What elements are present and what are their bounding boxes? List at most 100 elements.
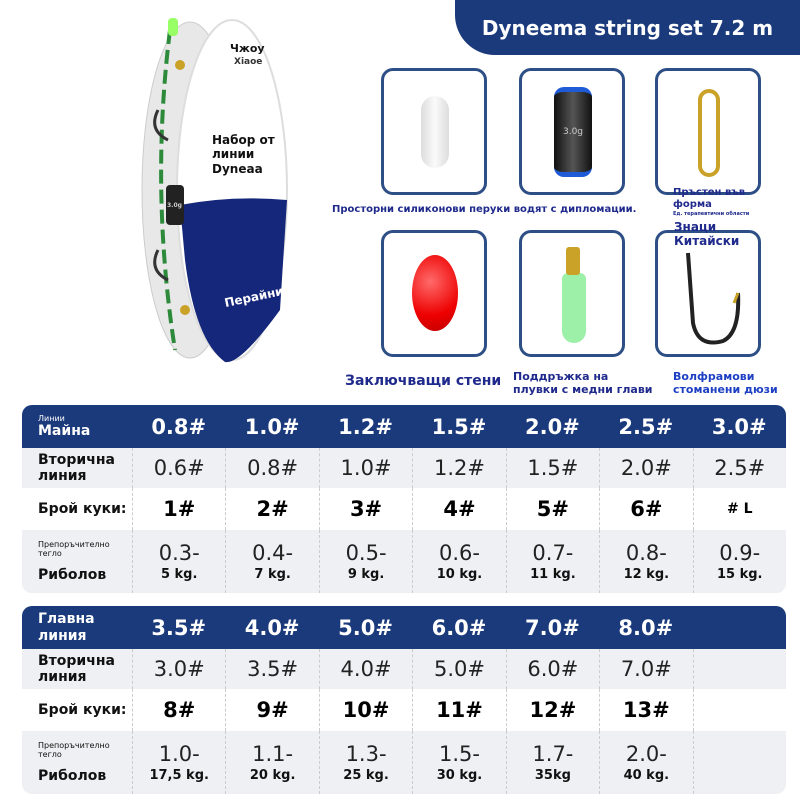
hook-count: 2# [225, 488, 318, 530]
secondary-line-label: Вторична линия [38, 652, 115, 685]
main-line-size: 4.0# [244, 615, 300, 640]
weight-row: Препоръчително тегло Риболов 0.3- 5 kg. 0.4-… [22, 530, 786, 593]
weight-high: 5 kg. [160, 567, 198, 582]
weight-high: 30 kg. [436, 768, 483, 783]
title-banner: Dyneema string set 7.2 m [455, 0, 800, 55]
float-holder-box [519, 230, 625, 357]
weight-range: 1.3- 25 kg. [318, 731, 412, 794]
hook-count [692, 689, 786, 731]
secondary-line-size: 2.5# [692, 448, 786, 488]
weight-high: 7 kg. [254, 567, 291, 582]
weight-high: 17,5 kg. [149, 768, 209, 783]
secondary-line-row: Вторична линия 0.6# 0.8# 1.0# 1.2# 1.5# 2.0# 2.… [22, 448, 786, 488]
header-row: Линии Майна 0.8# 1.0# 1.2# 1.5# 2.0# 2.5# 3.0# [22, 405, 786, 448]
secondary-line-size: 3.5# [225, 649, 318, 689]
hook-count-label: Брой куки: [38, 701, 127, 718]
secondary-line-size: 1.5# [505, 448, 599, 488]
weight-high: 25 kg. [343, 768, 389, 783]
weight-low: 2.0- [625, 742, 667, 766]
weight-low: 0.6- [438, 541, 480, 565]
secondary-line-size: 3.0# [132, 649, 225, 689]
hook-count: 4# [412, 488, 505, 530]
hook-count: # L [692, 488, 786, 530]
main-line-size: 8.0# [618, 615, 674, 640]
hook-count: 3# [318, 488, 412, 530]
weight-range: 1.1- 20 kg. [225, 731, 318, 794]
swivel-box [655, 68, 761, 195]
hook-box [655, 230, 761, 357]
weight-range: 0.5- 9 kg. [318, 530, 412, 593]
weight-label: Препоръчително тегло Риболов [22, 731, 132, 794]
weight-range: 2.0- 40 kg. [599, 731, 692, 794]
header-label: Главна линия [22, 606, 132, 649]
weight-label-main: Риболов [38, 767, 107, 784]
weight-low: 1.0- [158, 742, 200, 766]
caption-float-holder: Поддръжка на плувки с медни глави [513, 370, 653, 397]
hook-count: 8# [132, 689, 225, 731]
main-line-size: 7.0# [525, 615, 580, 640]
weight-high: 11 kg. [530, 567, 576, 582]
weight-range: 0.4- 7 kg. [225, 530, 318, 593]
secondary-line-size: 5.0# [412, 649, 505, 689]
sinker-mark: 3.0g [554, 87, 592, 177]
main-line-size: 1.5# [431, 414, 487, 439]
hook-count: 13# [599, 689, 692, 731]
weight-high: 35kg [534, 768, 571, 783]
weight-low: 0.5- [345, 541, 387, 565]
main-line-size [693, 606, 786, 649]
secondary-line-size: 4.0# [318, 649, 412, 689]
caption-hook-overlay: Знаци Китайски [674, 220, 740, 249]
hook-count-row: Брой куки: 8# 9# 10# 11# 12# 13# [22, 689, 786, 731]
hook-count-label: Брой куки: [38, 500, 127, 517]
weight-range: 1.5- 30 kg. [412, 731, 505, 794]
secondary-line-size: 0.8# [225, 448, 318, 488]
weight-low: 0.3- [158, 541, 200, 565]
weight-range: 0.8- 12 kg. [599, 530, 692, 593]
hook-count: 5# [505, 488, 599, 530]
caption-swivel: Пръстен във форма [673, 187, 746, 210]
spool-brand: Чжоу [230, 42, 265, 55]
header-label: Линии Майна [22, 405, 132, 448]
spool-brand-sub: Xiaoe [234, 57, 263, 67]
weight-range: 0.6- 10 kg. [412, 530, 505, 593]
weight-label-small: Препоръчително тегло [38, 741, 110, 760]
spool-label: Набор от линии Dyneaa [212, 133, 275, 176]
secondary-line-size: 1.2# [412, 448, 505, 488]
caption-hook: Волфрамови стоманени дюзи [673, 370, 778, 397]
main-line-size: 2.5# [618, 414, 674, 439]
spec-table-2: Главна линия 3.5# 4.0# 5.0# 6.0# 7.0# 8.0# Втор… [22, 606, 786, 794]
weight-range: 1.7- 35kg [505, 731, 599, 794]
sinker-box: 3.0g [519, 68, 625, 195]
weight-high: 10 kg. [436, 567, 483, 582]
hook-count: 6# [599, 488, 692, 530]
caption-float-bead: Заключващи стени [345, 373, 502, 389]
weight-range: 0.3- 5 kg. [132, 530, 225, 593]
spool-image [130, 10, 290, 374]
main-line-size: 1.2# [338, 414, 393, 439]
main-line-size: 5.0# [338, 615, 393, 640]
header-label-main: Майна [38, 423, 91, 440]
weight-range: 0.7- 11 kg. [505, 530, 599, 593]
secondary-line-size: 1.0# [318, 448, 412, 488]
main-line-size: 0.8# [151, 414, 207, 439]
weight-range: 1.0- 17,5 kg. [132, 731, 225, 794]
main-line-size: 6.0# [431, 615, 487, 640]
secondary-line-size: 0.6# [132, 448, 225, 488]
weight-row: Препоръчително тегло Риболов 1.0- 17,5 kg. 1… [22, 731, 786, 794]
weight-low: 1.3- [345, 742, 387, 766]
secondary-line-size: 6.0# [505, 649, 599, 689]
weight-high: 15 kg. [716, 567, 763, 582]
secondary-line-size: 7.0# [599, 649, 692, 689]
caption-swivel-small: Ед. терапевтични области [673, 211, 750, 217]
spec-table-1: Линии Майна 0.8# 1.0# 1.2# 1.5# 2.0# 2.5# 3.0# Вт… [22, 405, 786, 593]
header-label-main: Главна линия [38, 611, 95, 644]
main-line-size: 2.0# [525, 414, 580, 439]
spool-weight-mark: 3.0g [167, 202, 182, 209]
weight-low: 0.7- [532, 541, 574, 565]
weight-range: 0.9- 15 kg. [692, 530, 786, 593]
header-label-small: Линии [38, 413, 65, 423]
weight-range [692, 731, 786, 794]
title: Dyneema string set 7.2 m [481, 15, 774, 40]
hook-count: 1# [132, 488, 225, 530]
secondary-line-row: Вторична линия 3.0# 3.5# 4.0# 5.0# 6.0# 7.0# [22, 649, 786, 689]
